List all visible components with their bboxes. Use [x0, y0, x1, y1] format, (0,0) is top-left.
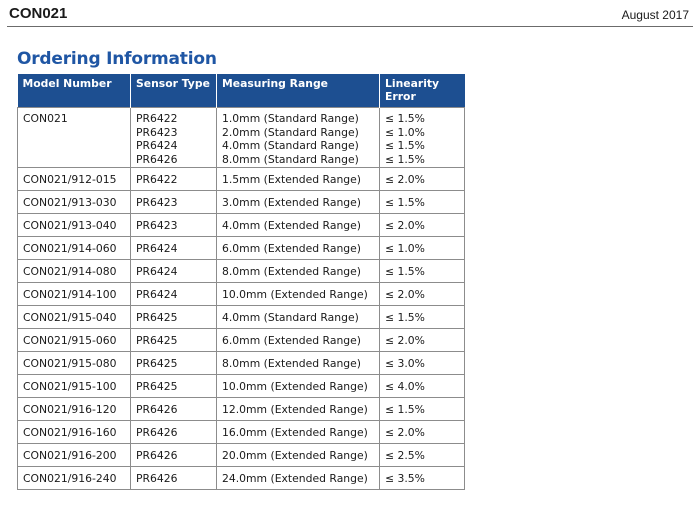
cell-sensor: PR6426 — [130, 397, 217, 422]
doc-code: CON021 — [9, 5, 68, 22]
cell-error: ≤ 2.0% — [379, 282, 465, 307]
cell-model: CON021/916-200 — [17, 443, 131, 468]
cell-sensor: PR6422 — [130, 167, 217, 192]
cell-error: ≤ 1.5% — [379, 305, 465, 330]
cell-error: ≤ 3.0% — [379, 351, 465, 376]
table-row: CON021/915-040 PR6425 4.0mm (Standard Rang… — [17, 305, 465, 330]
table-row: CON021/914-100 PR6424 10.0mm (Extended Ran… — [17, 282, 465, 307]
cell-range: 6.0mm (Extended Range) — [216, 236, 380, 261]
table-row: CON021/916-160 PR6426 16.0mm (Extended Ran… — [17, 420, 465, 445]
cell-model: CON021/913-030 — [17, 190, 131, 215]
cell-sensor: PR6425 — [130, 305, 217, 330]
cell-model: CON021/916-160 — [17, 420, 131, 445]
table-row-group: CON021 PR6422 PR6423 PR6424 PR6426 1.0mm… — [17, 106, 465, 169]
column-header-model: Model Number — [17, 74, 131, 108]
table-row: CON021/915-100 PR6425 10.0mm (Extended Ran… — [17, 374, 465, 399]
cell-sensor: PR6424 — [130, 259, 217, 284]
cell-sensor: PR6425 — [130, 328, 217, 353]
cell-model: CON021/916-240 — [17, 466, 131, 491]
cell-model: CON021/915-060 — [17, 328, 131, 353]
table-row: CON021/913-030 PR6423 3.0mm (Extended Rang… — [17, 190, 465, 215]
column-header-sensor: Sensor Type — [130, 74, 217, 108]
cell-sensor: PR6423 — [130, 213, 217, 238]
cell-range: 1.5mm (Extended Range) — [216, 167, 380, 192]
cell-error: ≤ 1.5% — [379, 259, 465, 284]
cell-sensor: PR6423 — [130, 190, 217, 215]
table-row: CON021/916-240 PR6426 24.0mm (Extended Ran… — [17, 466, 465, 491]
cell-sensor: PR6425 — [130, 351, 217, 376]
cell-model: CON021/915-100 — [17, 374, 131, 399]
table-row: CON021/914-060 PR6424 6.0mm (Extended Rang… — [17, 236, 465, 261]
cell-range: 20.0mm (Extended Range) — [216, 443, 380, 468]
cell-range: 10.0mm (Extended Range) — [216, 282, 380, 307]
cell-model: CON021/915-080 — [17, 351, 131, 376]
cell-model: CON021/914-080 — [17, 259, 131, 284]
table-row: CON021/912-015 PR6422 1.5mm (Extended Rang… — [17, 167, 465, 192]
cell-error: ≤ 3.5% — [379, 466, 465, 491]
cell-range: 8.0mm (Extended Range) — [216, 259, 380, 284]
cell-error: ≤ 2.0% — [379, 213, 465, 238]
cell-error: ≤ 2.5% — [379, 443, 465, 468]
cell-model: CON021/912-015 — [17, 167, 131, 192]
section-title: Ordering Information — [17, 49, 217, 69]
table-row: CON021/915-060 PR6425 6.0mm (Extended Rang… — [17, 328, 465, 353]
cell-error: ≤ 1.0% — [379, 236, 465, 261]
cell-ranges: 1.0mm (Standard Range) 2.0mm (Standard R… — [216, 106, 380, 169]
cell-sensors: PR6422 PR6423 PR6424 PR6426 — [130, 106, 217, 169]
cell-sensor: PR6426 — [130, 420, 217, 445]
table-row: CON021/915-080 PR6425 8.0mm (Extended Rang… — [17, 351, 465, 376]
cell-sensor: PR6425 — [130, 374, 217, 399]
header-rule — [7, 26, 693, 27]
column-header-range: Measuring Range — [216, 74, 380, 108]
cell-sensor: PR6424 — [130, 236, 217, 261]
cell-error: ≤ 1.5% — [379, 397, 465, 422]
table-row: CON021/916-120 PR6426 12.0mm (Extended Ran… — [17, 397, 465, 422]
table-row: CON021/913-040 PR6423 4.0mm (Extended Rang… — [17, 213, 465, 238]
cell-range: 4.0mm (Standard Range) — [216, 305, 380, 330]
cell-model: CON021/914-060 — [17, 236, 131, 261]
cell-range: 4.0mm (Extended Range) — [216, 213, 380, 238]
table-header-row: Model Number Sensor Type Measuring Range… — [17, 74, 465, 108]
cell-model: CON021/916-120 — [17, 397, 131, 422]
cell-errors: ≤ 1.5% ≤ 1.0% ≤ 1.5% ≤ 1.5% — [379, 106, 465, 169]
cell-error: ≤ 4.0% — [379, 374, 465, 399]
cell-error: ≤ 2.0% — [379, 420, 465, 445]
column-header-error: Linearity Error — [379, 74, 465, 108]
cell-error: ≤ 2.0% — [379, 328, 465, 353]
cell-sensor: PR6426 — [130, 466, 217, 491]
cell-model: CON021/913-040 — [17, 213, 131, 238]
cell-range: 10.0mm (Extended Range) — [216, 374, 380, 399]
cell-range: 8.0mm (Extended Range) — [216, 351, 380, 376]
ordering-table: Model Number Sensor Type Measuring Range… — [17, 74, 465, 491]
cell-sensor: PR6424 — [130, 282, 217, 307]
cell-model: CON021 — [17, 106, 131, 169]
cell-range: 12.0mm (Extended Range) — [216, 397, 380, 422]
cell-model: CON021/914-100 — [17, 282, 131, 307]
doc-date: August 2017 — [621, 8, 689, 22]
cell-range: 16.0mm (Extended Range) — [216, 420, 380, 445]
cell-range: 6.0mm (Extended Range) — [216, 328, 380, 353]
table-row: CON021/916-200 PR6426 20.0mm (Extended Ran… — [17, 443, 465, 468]
cell-error: ≤ 1.5% — [379, 190, 465, 215]
cell-sensor: PR6426 — [130, 443, 217, 468]
cell-range: 24.0mm (Extended Range) — [216, 466, 380, 491]
cell-error: ≤ 2.0% — [379, 167, 465, 192]
cell-model: CON021/915-040 — [17, 305, 131, 330]
cell-range: 3.0mm (Extended Range) — [216, 190, 380, 215]
table-row: CON021/914-080 PR6424 8.0mm (Extended Rang… — [17, 259, 465, 284]
